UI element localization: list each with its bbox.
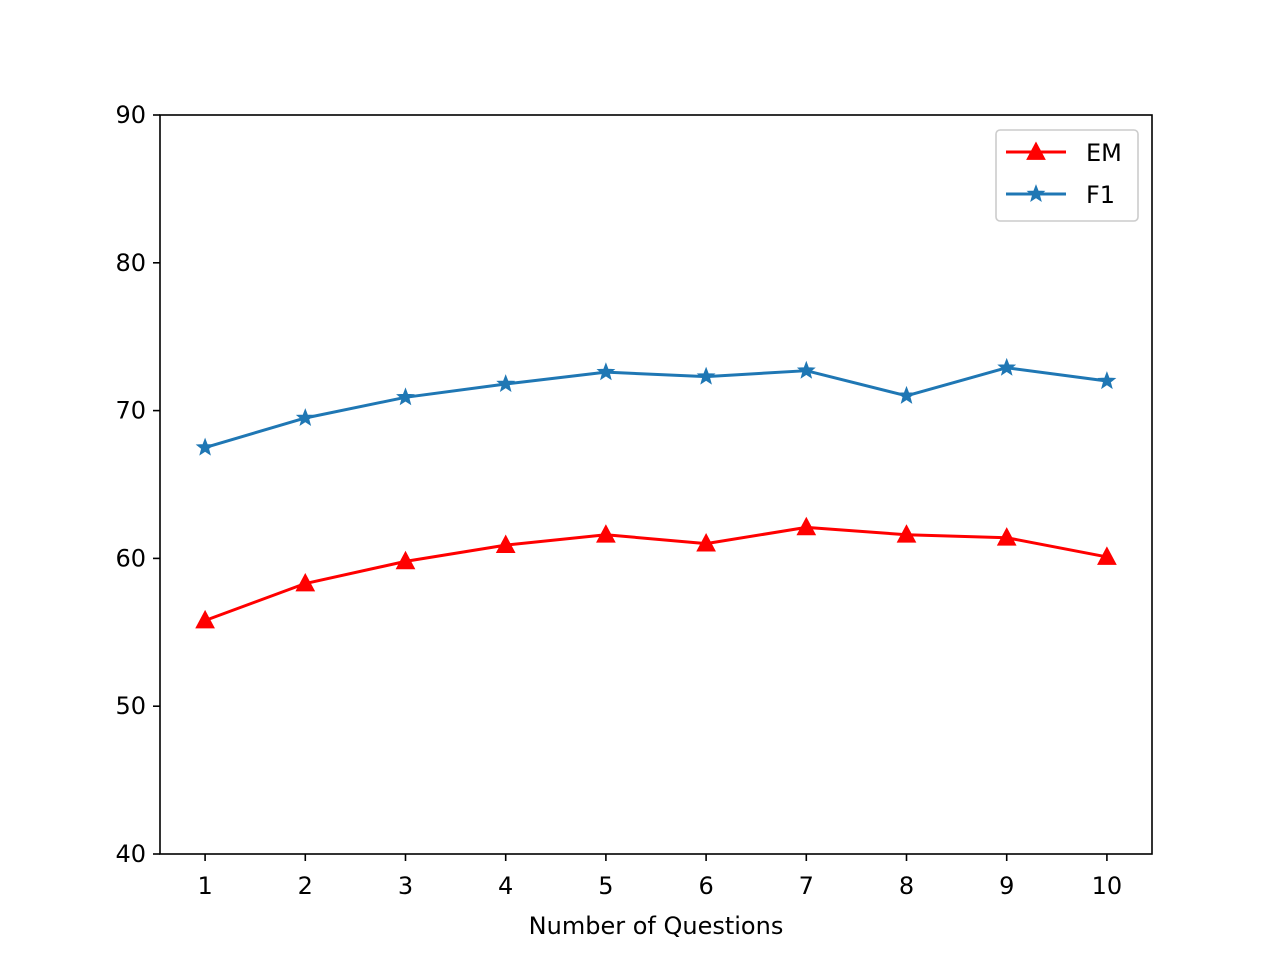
data-point-em (1097, 546, 1117, 565)
x-tick-label: 10 (1092, 872, 1123, 900)
series-f1 (195, 357, 1117, 456)
legend: EM F1 (995, 129, 1139, 222)
y-tick-label: 90 (115, 101, 146, 129)
x-tick-label: 3 (398, 872, 413, 900)
x-axis-title: Number of Questions (529, 912, 784, 940)
data-point-em (395, 550, 416, 570)
data-point-f1 (796, 360, 816, 379)
y-tick-label: 60 (115, 544, 146, 572)
x-tick-label: 1 (197, 872, 212, 900)
x-tick-label: 7 (799, 872, 814, 900)
data-point-f1 (1097, 371, 1117, 390)
legend-label-em: EM (1086, 139, 1122, 167)
x-tick-label: 9 (999, 872, 1014, 900)
y-tick-label: 80 (115, 249, 146, 277)
series-em (195, 516, 1117, 629)
y-tick-label: 70 (115, 397, 146, 425)
data-point-f1 (897, 385, 916, 404)
data-point-em (195, 609, 215, 629)
x-axis: 1 2 3 4 5 6 7 8 9 10 (197, 854, 1122, 900)
legend-item-em: EM (1006, 139, 1122, 167)
data-point-f1 (997, 357, 1017, 376)
plot-area-frame (159, 114, 1153, 855)
series-line-em (204, 525, 1108, 622)
series-layer (195, 357, 1117, 629)
data-point-f1 (295, 408, 315, 427)
data-point-em (295, 572, 316, 592)
series-line-f1 (204, 366, 1108, 449)
legend-marker-f1 (1026, 184, 1046, 203)
x-tick-label: 8 (899, 872, 914, 900)
x-tick-label: 6 (698, 872, 713, 900)
y-tick-label: 40 (115, 840, 146, 868)
x-tick-label: 5 (598, 872, 613, 900)
y-axis: 40 50 60 70 80 90 (115, 101, 160, 868)
data-point-em (996, 527, 1017, 546)
data-point-em (796, 516, 817, 536)
y-tick-label: 50 (115, 692, 146, 720)
x-tick-label: 2 (298, 872, 313, 900)
x-tick-label: 4 (498, 872, 513, 900)
data-point-f1 (496, 374, 516, 393)
legend-item-f1: F1 (1006, 181, 1115, 209)
data-point-em (596, 524, 616, 543)
data-point-f1 (195, 437, 215, 456)
data-point-em (696, 533, 716, 552)
data-point-f1 (596, 362, 616, 381)
data-point-em (495, 534, 516, 554)
data-point-f1 (696, 366, 716, 385)
legend-marker-em (1026, 141, 1046, 160)
legend-label-f1: F1 (1086, 181, 1115, 209)
data-point-em (896, 524, 917, 543)
data-point-f1 (396, 387, 415, 406)
